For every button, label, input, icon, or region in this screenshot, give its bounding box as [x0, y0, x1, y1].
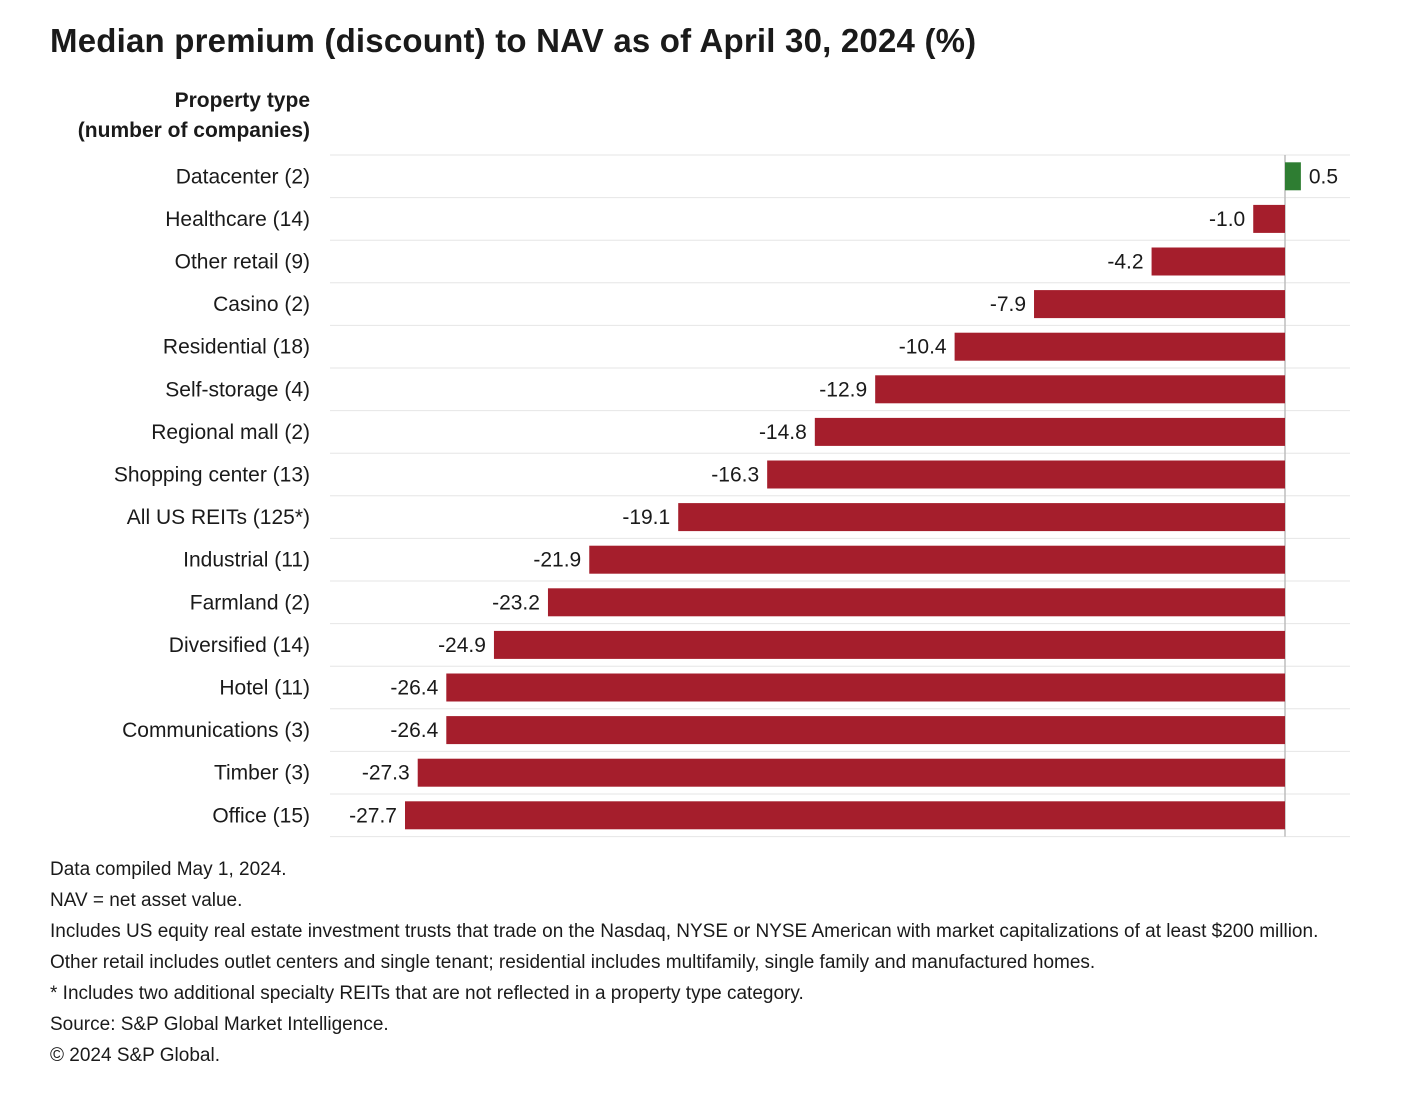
y-axis-title-line-1: Property type — [174, 89, 310, 112]
data-label: 0.5 — [1309, 165, 1338, 188]
category-label: Farmland (2) — [190, 591, 310, 614]
note-universe: Includes US equity real estate investmen… — [50, 921, 1319, 942]
note-asterisk: * Includes two additional specialty REIT… — [50, 983, 804, 1004]
chart-title: Median premium (discount) to NAV as of A… — [50, 22, 977, 59]
category-label: Other retail (9) — [175, 251, 310, 274]
data-label: -26.4 — [390, 719, 438, 742]
data-label: -19.1 — [622, 506, 670, 529]
y-axis-title-line-2: (number of companies) — [77, 119, 310, 142]
bar — [589, 545, 1285, 574]
data-label: -27.3 — [362, 762, 410, 785]
category-label: Hotel (11) — [219, 677, 310, 700]
category-label: Residential (18) — [163, 336, 310, 359]
data-label: -23.2 — [492, 591, 540, 614]
category-label: Casino (2) — [213, 293, 310, 316]
category-label: Office (15) — [212, 804, 310, 827]
bar — [814, 417, 1285, 446]
bar — [1151, 247, 1285, 276]
category-label: Regional mall (2) — [151, 421, 310, 444]
data-label: -14.8 — [759, 421, 807, 444]
bar — [1034, 290, 1285, 319]
note-nav-definition: NAV = net asset value. — [50, 890, 243, 911]
category-label: Datacenter (2) — [176, 165, 310, 188]
data-label: -10.4 — [899, 336, 947, 359]
note-source: Source: S&P Global Market Intelligence. — [50, 1014, 389, 1035]
bar — [493, 630, 1285, 659]
bar — [446, 716, 1285, 745]
category-label: Communications (3) — [122, 719, 310, 742]
note-data-compiled: Data compiled May 1, 2024. — [50, 859, 287, 880]
category-label: Industrial (11) — [183, 549, 310, 572]
bar — [417, 758, 1285, 787]
data-label: -26.4 — [390, 677, 438, 700]
category-label: All US REITs (125*) — [127, 506, 310, 529]
data-label: -7.9 — [990, 293, 1026, 316]
bar — [767, 460, 1285, 489]
category-label: Timber (3) — [214, 762, 310, 785]
bar — [405, 801, 1285, 830]
data-label: -21.9 — [533, 549, 581, 572]
bar — [446, 673, 1285, 702]
bar — [875, 375, 1285, 404]
bar — [954, 332, 1285, 361]
data-label: -1.0 — [1209, 208, 1245, 231]
data-label: -16.3 — [711, 464, 759, 487]
chart-notes: Data compiled May 1, 2024. NAV = net ass… — [50, 858, 1350, 1075]
category-label: Diversified (14) — [169, 634, 310, 657]
category-label: Self-storage (4) — [165, 378, 310, 401]
category-label: Healthcare (14) — [165, 208, 310, 231]
data-label: -12.9 — [819, 378, 867, 401]
data-label: -27.7 — [349, 804, 397, 827]
data-label: -4.2 — [1107, 251, 1143, 274]
note-copyright: © 2024 S&P Global. — [50, 1045, 220, 1066]
y-axis-title: Property type (number of companies) — [78, 86, 310, 146]
bar — [547, 588, 1285, 617]
bar — [1285, 162, 1301, 191]
bar — [678, 503, 1285, 532]
bar — [1253, 204, 1285, 233]
data-label: -24.9 — [438, 634, 486, 657]
category-label: Shopping center (13) — [114, 464, 310, 487]
note-other-retail: Other retail includes outlet centers and… — [50, 952, 1096, 973]
bar-chart: Datacenter (2) 0.5 Healthcare (14) -1.0 Othe… — [114, 154, 1350, 838]
